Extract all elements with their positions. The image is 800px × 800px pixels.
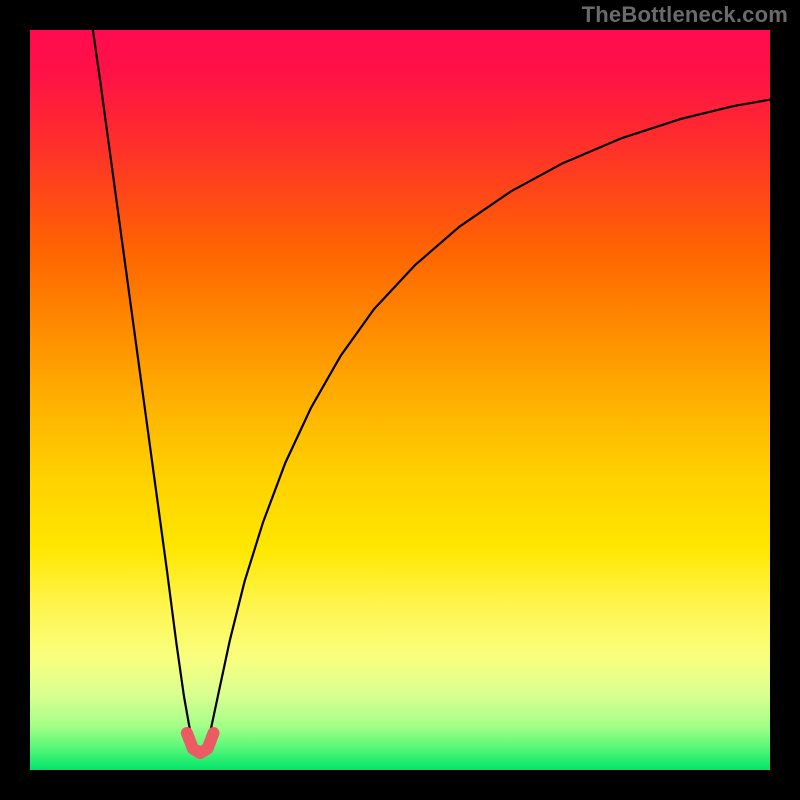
bottleneck-chart [0,0,800,800]
plot-background [30,30,770,770]
figure-container: TheBottleneck.com [0,0,800,800]
watermark-label: TheBottleneck.com [582,2,788,28]
